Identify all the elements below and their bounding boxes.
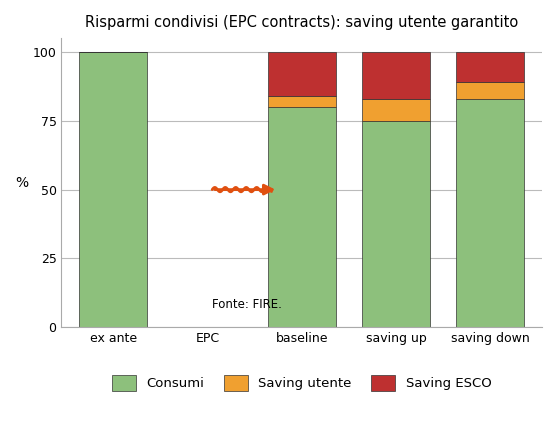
Legend: Consumi, Saving utente, Saving ESCO: Consumi, Saving utente, Saving ESCO — [108, 372, 495, 395]
Bar — [456, 82, 524, 99]
Y-axis label: %: % — [15, 176, 28, 190]
Bar — [456, 99, 524, 327]
Bar — [268, 52, 336, 96]
Bar — [362, 121, 430, 327]
Bar — [268, 96, 336, 107]
Bar — [362, 52, 430, 99]
Bar — [362, 99, 430, 121]
Bar — [79, 52, 147, 327]
Bar — [456, 52, 524, 82]
Bar — [268, 107, 336, 327]
Title: Risparmi condivisi (EPC contracts): saving utente garantito: Risparmi condivisi (EPC contracts): savi… — [85, 15, 519, 30]
Text: Fonte: FIRE.: Fonte: FIRE. — [212, 298, 282, 311]
